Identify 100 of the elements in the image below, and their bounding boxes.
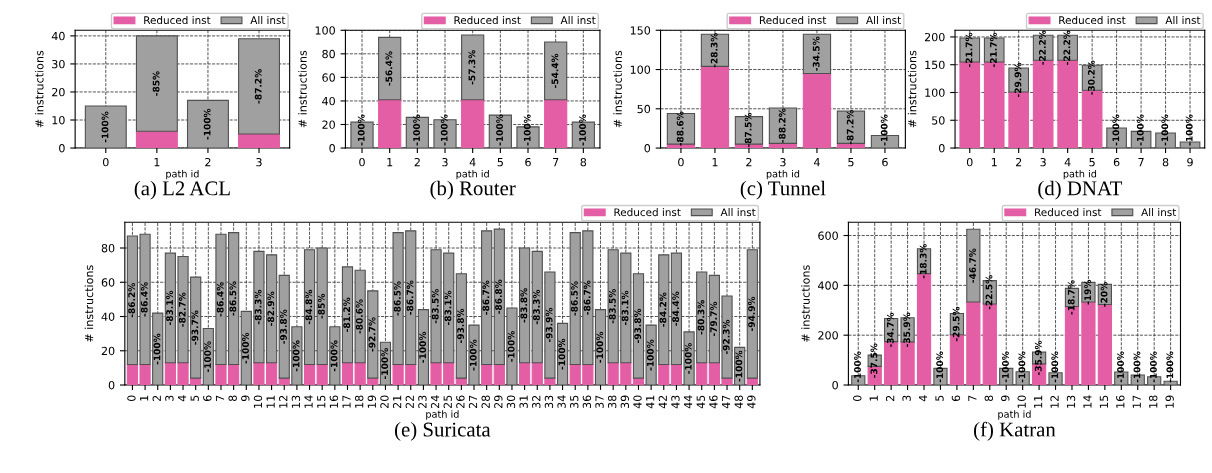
x-tick-label: 4 [1064, 158, 1071, 167]
x-tick-label: 6 [951, 395, 961, 402]
x-tick-label: 39 [620, 395, 630, 409]
x-tick-label: 8 [1162, 157, 1169, 167]
y-axis-title: # instructions [298, 50, 307, 128]
x-tick-label: 1 [712, 158, 718, 167]
y-tick-label: 100 [630, 65, 651, 74]
annotation: -100% [242, 332, 249, 364]
x-tick-label: 8 [580, 157, 587, 167]
x-tick-label: 20 [380, 395, 389, 409]
x-tick-label: 13 [291, 395, 301, 408]
y-axis-title: # instructions [34, 50, 44, 128]
y-tick-label: 150 [630, 26, 651, 35]
x-tick-label: 13 [1066, 395, 1076, 408]
annotation: -81.2% [343, 297, 351, 332]
annotation: -57.3% [468, 50, 476, 85]
annotation: -87.2% [254, 69, 262, 104]
x-tick-label: 4 [918, 395, 928, 402]
annotation: -56.4% [385, 51, 393, 86]
x-tick-label: 21 [392, 395, 402, 409]
x-tick-label: 23 [418, 395, 427, 409]
text: (d) DNAT [1038, 180, 1123, 200]
x-tick-label: 5 [1089, 158, 1095, 167]
annotation: -46.7% [969, 248, 976, 283]
annotation: -100% [1136, 114, 1144, 146]
y-tick-label: 60 [322, 73, 335, 82]
annotation: -93.9% [545, 307, 553, 343]
annotation: -100% [1149, 351, 1157, 383]
x-tick-label: 10 [253, 395, 263, 408]
y-tick-label: 0 [939, 144, 945, 153]
x-tick-label: 2 [205, 157, 211, 167]
x-tick-label: 3 [902, 395, 911, 401]
legend-label: All inst [250, 16, 286, 25]
annotation: -88.2% [778, 108, 786, 143]
x-tick-label: 49 [747, 395, 756, 409]
x-tick-label: 9 [241, 395, 250, 402]
x-tick-label: 43 [671, 395, 680, 409]
y-tick-label: 200 [924, 32, 945, 42]
text: (f) Katran [974, 421, 1056, 441]
annotation: -22.5% [985, 275, 993, 310]
x-tick-label: 2 [1015, 157, 1022, 167]
annotation: -100% [507, 330, 515, 362]
annotation: -100% [579, 114, 586, 146]
x-tick-label: 32 [532, 395, 541, 409]
annotation: -93.8% [457, 308, 464, 343]
x-tick-label: 31 [519, 395, 528, 409]
y-tick-label: 0 [59, 144, 65, 153]
annotation: -84.4% [672, 291, 680, 326]
x-tick-label: 8 [984, 395, 994, 402]
annotation: -34.7% [886, 312, 894, 348]
x-tick-label: 3 [165, 395, 174, 401]
y-tick-label: 0 [644, 144, 651, 153]
annotation: -37.5% [870, 343, 878, 378]
annotation: -86.5% [571, 281, 578, 316]
annotation: -100% [357, 114, 365, 146]
x-tick-label: 4 [178, 395, 187, 402]
annotation: -100% [330, 340, 338, 372]
x-tick-label: 7 [215, 395, 225, 401]
annotation: -100% [1112, 114, 1120, 146]
annotation: -83.1% [444, 290, 452, 325]
annotation: -93.8% [280, 309, 287, 344]
x-tick-label: 24 [430, 395, 440, 409]
text: (b) Router [430, 180, 516, 200]
annotation: -28.3% [710, 33, 718, 68]
y-tick-label: 50 [637, 104, 651, 114]
bar [461, 99, 485, 149]
x-tick-label: 2 [746, 157, 752, 167]
x-tick-label: 5 [497, 158, 503, 167]
annotation: -83.1% [166, 290, 173, 325]
annotation: -100% [381, 348, 389, 379]
annotation: -100% [292, 340, 300, 372]
x-tick-label: 26 [456, 395, 465, 409]
annotation: -22.2% [1063, 30, 1071, 65]
annotation: -100% [413, 114, 420, 146]
y-tick-label: 60 [101, 278, 115, 287]
annotation: -82.7% [178, 292, 186, 327]
bar [802, 72, 832, 149]
annotation: -35.9% [903, 312, 911, 347]
annotation: -86.7% [406, 280, 414, 315]
y-tick-label: 0 [329, 144, 335, 153]
x-tick-label: 33 [544, 395, 554, 409]
bar [836, 110, 866, 144]
annotation: -29.9% [1014, 62, 1022, 98]
x-tick-label: 14 [304, 395, 313, 408]
bar [186, 99, 229, 149]
x-tick-label: 2 [885, 395, 895, 401]
annotation: -86.2% [128, 282, 136, 318]
x-tick-label: 30 [506, 395, 516, 409]
legend-label: All inst [560, 16, 596, 25]
annotation: -79.7% [710, 301, 717, 337]
x-tick-label: 37 [595, 395, 604, 409]
bar [544, 41, 568, 101]
annotation: -22.2% [1038, 30, 1046, 65]
annotation: -86.5% [393, 281, 401, 316]
x-tick-label: 8 [228, 395, 237, 402]
x-tick-label: 18 [1149, 395, 1158, 408]
annotation: -100% [1002, 351, 1009, 383]
annotation: -80.3% [697, 300, 705, 335]
x-tick-label: 1 [140, 395, 149, 401]
annotation: -100% [204, 341, 211, 373]
